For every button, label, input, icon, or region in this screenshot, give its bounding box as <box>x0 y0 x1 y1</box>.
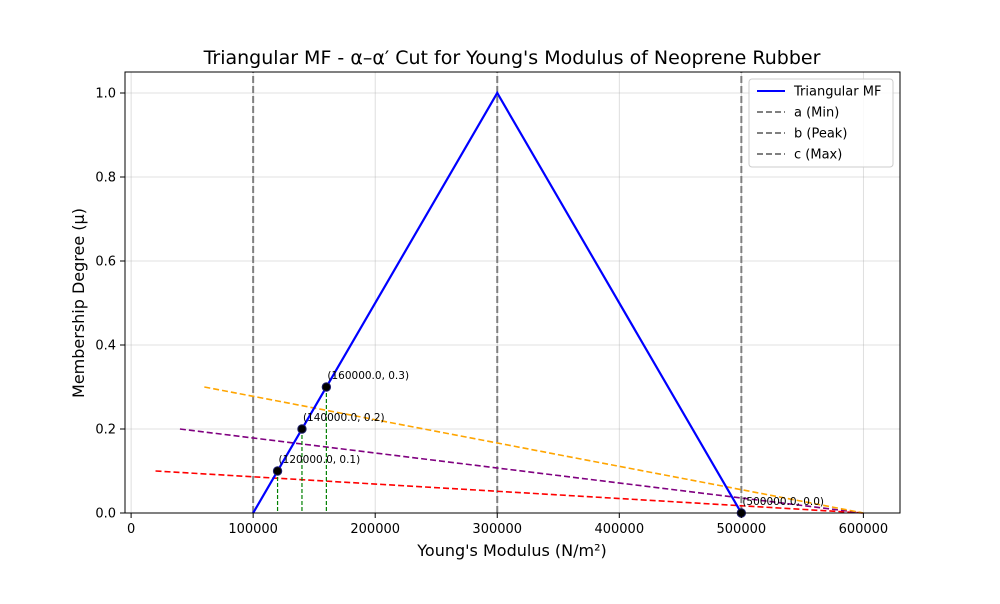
point-label: (160000.0, 0.3) <box>327 370 409 382</box>
data-point <box>297 424 307 434</box>
point-label: (140000.0, 0.2) <box>303 412 385 424</box>
legend-box <box>748 78 894 168</box>
x-tick-label: 0 <box>127 522 135 537</box>
y-tick-label: 1.0 <box>95 87 116 102</box>
legend: Triangular MF a (Min) b (Peak) c (Max) <box>748 78 894 168</box>
cut-line <box>179 428 864 514</box>
legend-label: b (Peak) <box>794 127 847 142</box>
chart-title: Triangular MF - α–α′ Cut for Young's Mod… <box>203 47 821 69</box>
x-tick-label: 300000 <box>472 522 522 537</box>
plot-frame <box>124 71 901 514</box>
plot-area: (120000.0, 0.1) (140000.0, 0.2) (160000.0,… <box>155 72 864 518</box>
x-tick-label: 100000 <box>228 522 278 537</box>
legend-label: Triangular MF <box>793 85 881 100</box>
y-tick-label: 0.2 <box>95 423 116 438</box>
axis-ticks: 0 100000 200000 300000 400000 500000 600000 0.0… <box>95 87 888 538</box>
x-axis-label: Young's Modulus (N/m²) <box>416 541 606 560</box>
x-tick-label: 400000 <box>594 522 644 537</box>
legend-label: c (Max) <box>794 148 842 163</box>
y-tick-label: 0.0 <box>95 507 116 522</box>
y-tick-label: 0.4 <box>95 339 116 354</box>
y-tick-label: 0.8 <box>95 171 116 186</box>
y-axis-label: Membership Degree (μ) <box>69 208 88 398</box>
x-tick-label: 500000 <box>717 522 767 537</box>
x-tick-label: 200000 <box>350 522 400 537</box>
y-tick-label: 0.6 <box>95 255 116 270</box>
legend-label: a (Min) <box>794 106 839 121</box>
data-point <box>321 382 332 392</box>
point-label: (120000.0, 0.1) <box>279 454 361 466</box>
point-label: (500000.0, 0.0) <box>742 496 824 508</box>
data-point <box>272 466 283 476</box>
series-line-triangular-mf <box>252 90 743 514</box>
x-tick-label: 600000 <box>839 522 889 537</box>
